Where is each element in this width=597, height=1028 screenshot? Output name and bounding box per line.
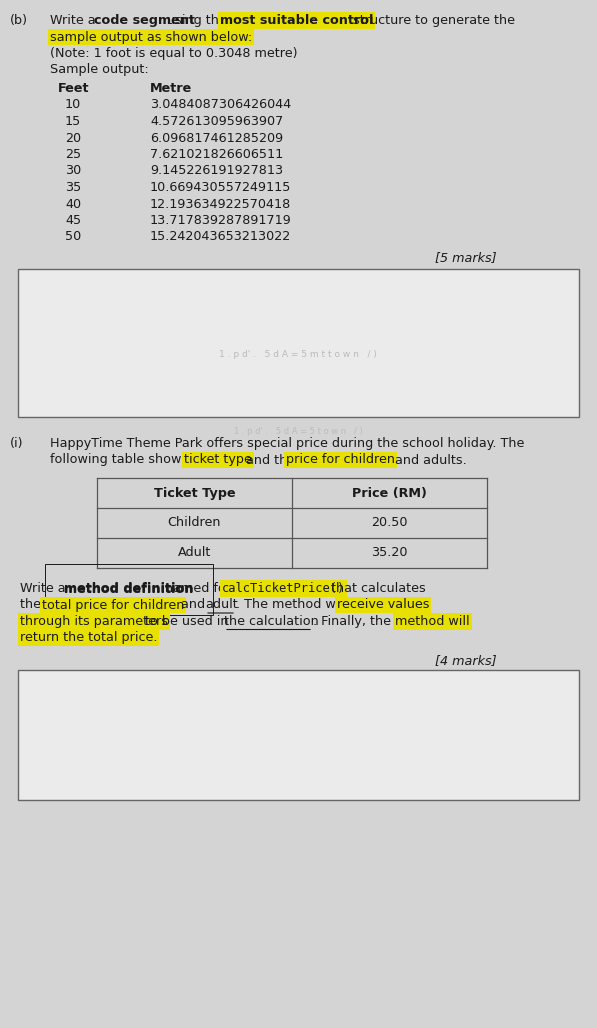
Text: price for children: price for children <box>286 453 395 467</box>
Text: receive values: receive values <box>337 598 429 612</box>
Text: Feet: Feet <box>58 82 90 95</box>
Text: Ticket Type: Ticket Type <box>153 486 235 500</box>
Text: 35: 35 <box>65 181 81 194</box>
Text: (Note: 1 foot is equal to 0.3048 metre): (Note: 1 foot is equal to 0.3048 metre) <box>50 47 297 60</box>
FancyBboxPatch shape <box>18 269 579 417</box>
Text: using the: using the <box>163 14 231 27</box>
Text: calcTicketPrice(): calcTicketPrice() <box>222 582 345 595</box>
Text: the: the <box>20 598 45 612</box>
Text: 40: 40 <box>65 197 81 211</box>
Text: 15.242043653213022: 15.242043653213022 <box>150 230 291 244</box>
Text: 20: 20 <box>65 132 81 145</box>
Text: 30: 30 <box>65 164 81 178</box>
Text: method will: method will <box>395 615 470 628</box>
Text: code segment: code segment <box>94 14 195 27</box>
Text: named for: named for <box>161 582 235 595</box>
Text: method definition: method definition <box>64 582 193 595</box>
Text: . Finally, the: . Finally, the <box>313 615 395 628</box>
Text: Write a: Write a <box>50 14 100 27</box>
Text: Sample output:: Sample output: <box>50 64 149 76</box>
Text: through its parameters: through its parameters <box>20 615 168 628</box>
Text: 20.50: 20.50 <box>371 516 408 529</box>
Text: most suitable control: most suitable control <box>220 14 374 27</box>
Text: ticket type: ticket type <box>184 453 252 467</box>
Text: [5 marks]: [5 marks] <box>435 251 497 264</box>
Text: structure to generate the: structure to generate the <box>349 14 515 27</box>
Text: 1 . p d' .   5 d A = 5 t o w n   / ): 1 . p d' . 5 d A = 5 t o w n / ) <box>233 427 362 436</box>
Text: 3.0484087306426044: 3.0484087306426044 <box>150 99 291 111</box>
Text: HappyTime Theme Park offers special price during the school holiday. The: HappyTime Theme Park offers special pric… <box>50 437 524 450</box>
Text: 25: 25 <box>65 148 81 161</box>
Text: method definition: method definition <box>64 583 193 596</box>
Text: the calculation: the calculation <box>224 615 319 628</box>
Text: return the total price.: return the total price. <box>20 631 158 645</box>
Text: 9.145226191927813: 9.145226191927813 <box>150 164 283 178</box>
Text: 50: 50 <box>65 230 81 244</box>
Text: total price for children: total price for children <box>42 598 184 612</box>
FancyBboxPatch shape <box>18 670 579 800</box>
Text: [4 marks]: [4 marks] <box>435 654 497 667</box>
Text: and the: and the <box>242 453 299 467</box>
Text: Price (RM): Price (RM) <box>352 486 427 500</box>
Text: 35.20: 35.20 <box>371 547 408 559</box>
Text: 12.193634922570418: 12.193634922570418 <box>150 197 291 211</box>
Text: (i): (i) <box>10 437 23 450</box>
Text: sample output as shown below:: sample output as shown below: <box>50 31 253 43</box>
Text: 15: 15 <box>65 115 81 128</box>
Text: . The method will: . The method will <box>236 598 350 612</box>
Text: following table shows the: following table shows the <box>50 453 217 467</box>
Text: adult: adult <box>205 598 238 612</box>
Text: Write a: Write a <box>20 582 70 595</box>
Text: 45: 45 <box>65 214 81 227</box>
Text: 6.096817461285209: 6.096817461285209 <box>150 132 283 145</box>
Text: 7.621021826606511: 7.621021826606511 <box>150 148 283 161</box>
Text: 13.717839287891719: 13.717839287891719 <box>150 214 292 227</box>
Text: 4.572613095963907: 4.572613095963907 <box>150 115 283 128</box>
Text: 1 . p d' .   5 d A = 5 m t t o w n   / ): 1 . p d' . 5 d A = 5 m t t o w n / ) <box>219 351 377 360</box>
Text: 10: 10 <box>65 99 81 111</box>
Text: Children: Children <box>168 516 221 529</box>
Text: (b): (b) <box>10 14 28 27</box>
Text: to be used in: to be used in <box>141 615 232 628</box>
Text: that calculates: that calculates <box>327 582 426 595</box>
Text: Metre: Metre <box>150 82 192 95</box>
Text: 10.669430557249115: 10.669430557249115 <box>150 181 291 194</box>
Text: and adults.: and adults. <box>391 453 467 467</box>
Text: and: and <box>177 598 209 612</box>
Text: Adult: Adult <box>178 547 211 559</box>
